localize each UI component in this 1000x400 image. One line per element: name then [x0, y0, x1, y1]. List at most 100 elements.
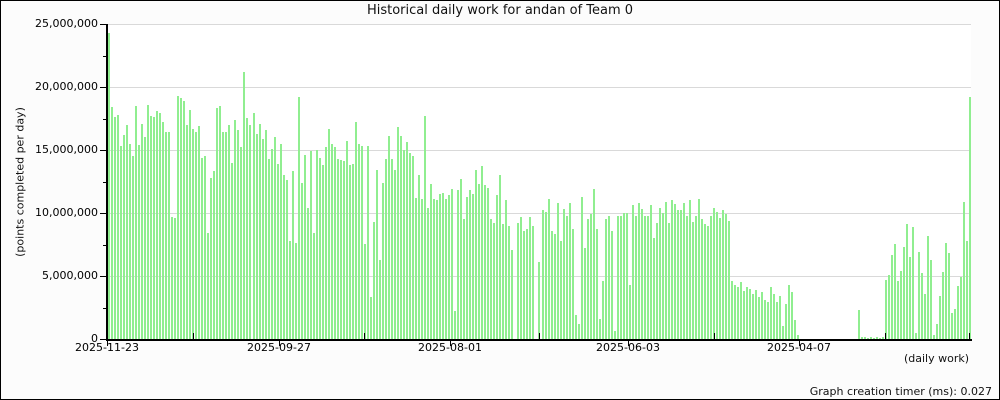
bar [234, 120, 236, 339]
bar [298, 97, 300, 339]
y-tick-label: 0 [91, 332, 98, 345]
bar [460, 179, 462, 339]
bar [388, 136, 390, 339]
bar [364, 244, 366, 339]
y-minor-tick [103, 119, 107, 120]
bar [424, 116, 426, 339]
bar [698, 199, 700, 339]
bar [448, 195, 450, 339]
bar [713, 208, 715, 339]
bar [740, 282, 742, 339]
bar [704, 224, 706, 339]
bar [960, 277, 962, 339]
bar [879, 338, 881, 339]
bar [204, 156, 206, 339]
bar [632, 205, 634, 339]
y-minor-tick [103, 245, 107, 246]
bar [153, 117, 155, 339]
bar [249, 125, 251, 339]
bar [316, 150, 318, 339]
bar [313, 233, 315, 339]
bar [906, 224, 908, 339]
y-tick-label: 15,000,000 [35, 143, 98, 156]
bar [770, 287, 772, 339]
bar [307, 208, 309, 339]
bar [909, 257, 911, 339]
bar [490, 219, 492, 339]
bar [716, 212, 718, 339]
bar [165, 132, 167, 339]
bar [295, 243, 297, 339]
bar [644, 216, 646, 339]
bar [198, 126, 200, 339]
bar [192, 129, 194, 339]
bar [710, 216, 712, 339]
bar [436, 200, 438, 339]
x-major-tick [450, 341, 451, 346]
bar [502, 224, 504, 339]
bar [108, 33, 110, 339]
bar [268, 159, 270, 339]
bar [141, 124, 143, 339]
x-tick-label: 2025-08-01 [418, 341, 482, 354]
bar [695, 216, 697, 339]
bar [262, 139, 264, 339]
bar [581, 197, 583, 339]
bar [617, 216, 619, 339]
bar [743, 291, 745, 339]
bar [475, 170, 477, 339]
bar [557, 203, 559, 339]
bar [168, 132, 170, 339]
bar [117, 115, 119, 339]
bar [412, 156, 414, 339]
bar [680, 210, 682, 339]
bar [761, 292, 763, 339]
y-tick-label: 10,000,000 [35, 206, 98, 219]
x-axis-unit-label: (daily work) [903, 352, 969, 365]
bar [776, 302, 778, 339]
bar [731, 281, 733, 339]
bar [225, 132, 227, 339]
bar [608, 216, 610, 339]
bar [867, 338, 869, 339]
bar [596, 229, 598, 339]
bar [605, 219, 607, 339]
bar [340, 160, 342, 339]
bar [138, 145, 140, 339]
bar [156, 111, 158, 339]
y-axis [106, 24, 108, 340]
bar [638, 203, 640, 339]
bar [451, 189, 453, 339]
x-tick-label: 2025-06-03 [596, 341, 660, 354]
bar [668, 223, 670, 339]
bar [764, 300, 766, 339]
bar [283, 175, 285, 339]
bar [626, 213, 628, 339]
bar [499, 175, 501, 339]
bar [222, 132, 224, 339]
bar [569, 203, 571, 339]
bar [463, 219, 465, 339]
bar [123, 135, 125, 339]
bar [861, 337, 863, 339]
bar [545, 212, 547, 339]
bar [373, 222, 375, 339]
bar [921, 273, 923, 339]
bar [349, 165, 351, 339]
bar [445, 199, 447, 339]
bar [686, 216, 688, 339]
x-tick-label: 2025-09-27 [247, 341, 311, 354]
bar [870, 337, 872, 339]
bar [228, 125, 230, 339]
bar [478, 184, 480, 339]
y-major-tick [100, 87, 107, 88]
bar [292, 171, 294, 339]
bar [265, 130, 267, 339]
bar [370, 297, 372, 339]
bar [240, 147, 242, 339]
bar [367, 146, 369, 339]
x-major-tick [628, 341, 629, 346]
bar [966, 241, 968, 339]
bar [900, 271, 902, 339]
bar [707, 226, 709, 339]
